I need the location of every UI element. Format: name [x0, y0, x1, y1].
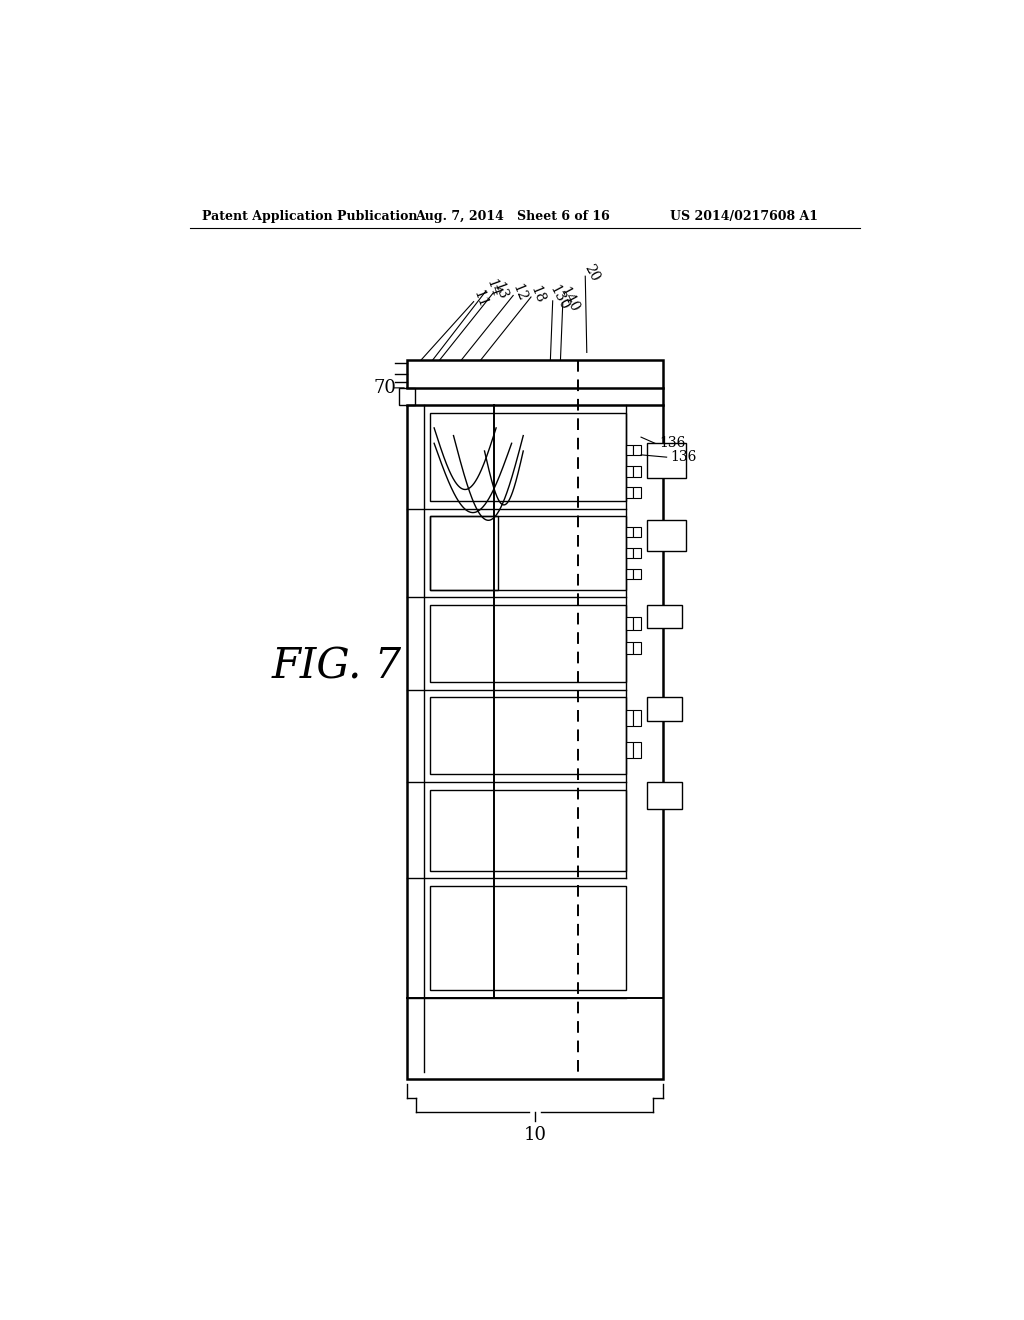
Bar [626, 487, 633, 498]
Text: 14: 14 [483, 277, 502, 300]
Bar [430, 886, 626, 990]
Text: 70: 70 [374, 379, 396, 397]
Bar [647, 520, 686, 552]
Bar [430, 697, 626, 775]
Bar [647, 605, 682, 628]
Text: 13: 13 [490, 280, 509, 301]
Bar [399, 388, 415, 405]
Bar [626, 642, 633, 655]
Bar [647, 444, 686, 478]
Text: Aug. 7, 2014   Sheet 6 of 16: Aug. 7, 2014 Sheet 6 of 16 [415, 210, 609, 223]
Text: FIG. 7: FIG. 7 [271, 645, 401, 688]
Bar [633, 527, 641, 537]
Text: 140: 140 [557, 285, 582, 315]
Text: 136: 136 [658, 437, 685, 450]
Bar [626, 569, 633, 579]
Text: 136: 136 [671, 450, 697, 465]
Bar [633, 487, 641, 498]
Text: 20: 20 [582, 261, 602, 284]
Text: 18: 18 [527, 284, 547, 305]
Bar [626, 445, 633, 455]
Bar [633, 466, 641, 477]
Bar [633, 618, 641, 630]
Bar [633, 742, 641, 758]
Bar [626, 710, 633, 726]
Bar [647, 697, 682, 721]
Bar [626, 742, 633, 758]
Bar [430, 789, 626, 871]
Bar [633, 548, 641, 558]
Text: 10: 10 [523, 1126, 547, 1143]
Text: US 2014/0217608 A1: US 2014/0217608 A1 [671, 210, 818, 223]
Bar [633, 445, 641, 455]
Text: 12: 12 [510, 282, 529, 304]
Bar [647, 781, 682, 809]
Bar [633, 569, 641, 579]
Bar [430, 516, 626, 590]
Text: 11: 11 [471, 289, 489, 310]
Bar [633, 710, 641, 726]
Bar [626, 548, 633, 558]
Text: Patent Application Publication: Patent Application Publication [202, 210, 417, 223]
Bar [626, 466, 633, 477]
Bar [430, 516, 498, 590]
Bar [430, 605, 626, 682]
Bar [626, 618, 633, 630]
Bar [430, 413, 626, 502]
Bar [407, 360, 663, 1078]
Text: 130: 130 [547, 282, 571, 313]
Bar [633, 642, 641, 655]
Bar [626, 527, 633, 537]
